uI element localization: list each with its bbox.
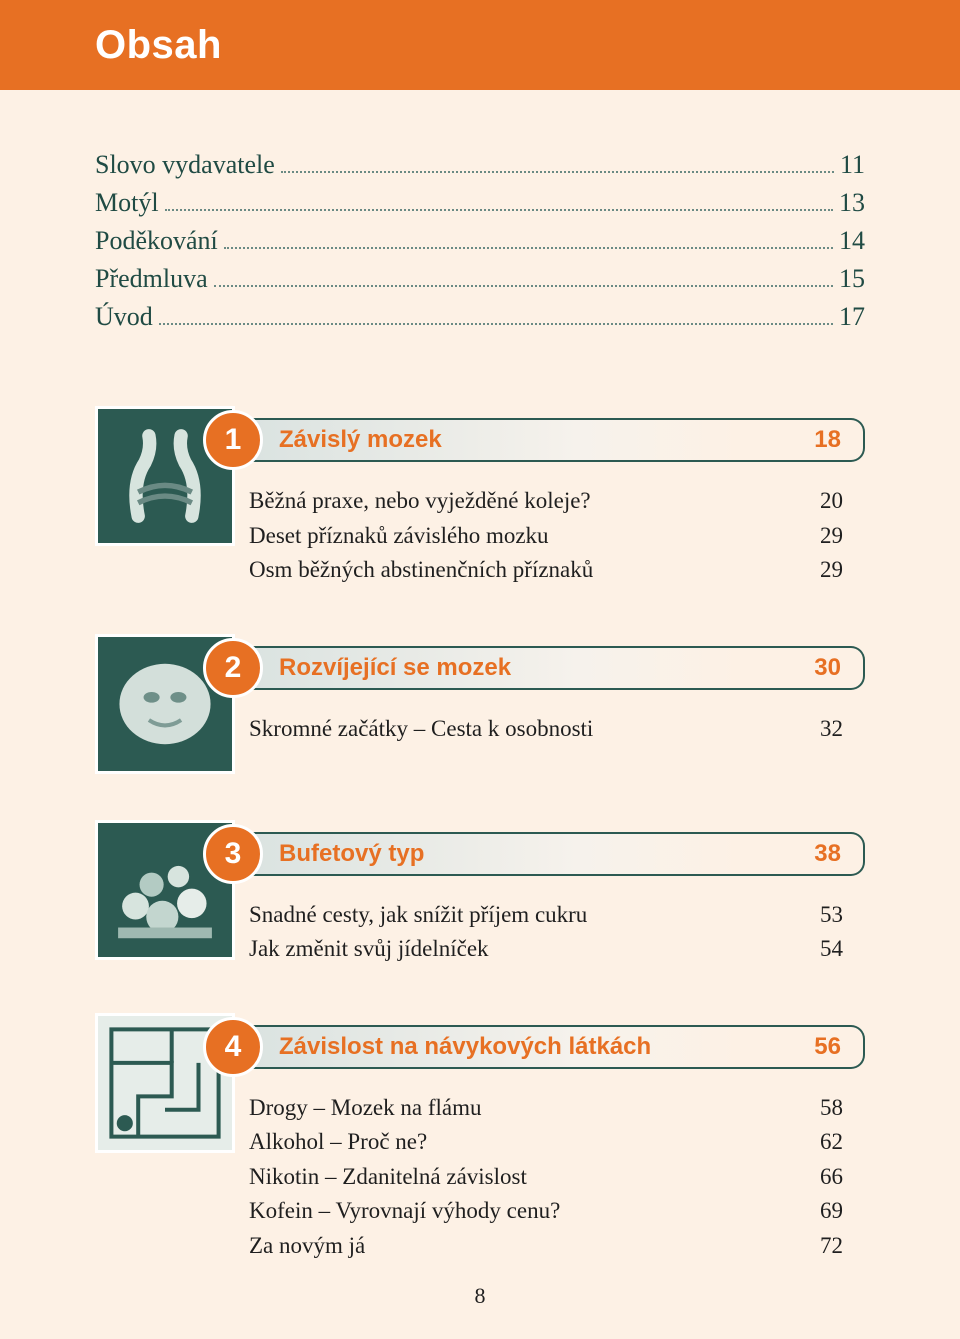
- sub-label: Běžná praxe, nebo vyježděné koleje?: [249, 484, 591, 519]
- sub-page: 62: [820, 1125, 843, 1160]
- section-body: 2 Rozvíjející se mozek 30 Skromné začátk…: [203, 634, 865, 747]
- section-block: 2 Rozvíjející se mozek 30 Skromné začátk…: [95, 634, 865, 774]
- chapter-bar: Bufetový typ 38: [233, 832, 865, 876]
- sub-row: Osm běžných abstinenčních příznaků 29: [249, 553, 843, 588]
- section-block: 1 Závislý mozek 18 Běžná praxe, nebo vyj…: [95, 406, 865, 588]
- sub-label: Kofein – Vyrovnají výhody cenu?: [249, 1194, 560, 1229]
- chapter-heading-row: 1 Závislý mozek 18: [203, 410, 865, 470]
- sub-page: 29: [820, 519, 843, 554]
- toc-row: Poděkování 14: [95, 226, 865, 256]
- sub-page: 66: [820, 1160, 843, 1195]
- chapter-title: Bufetový typ: [279, 840, 424, 868]
- chapter-page: 18: [814, 426, 841, 454]
- sub-label: Nikotin – Zdanitelná závislost: [249, 1160, 527, 1195]
- toc-dots: [224, 247, 833, 249]
- chapter-sublist: Snadné cesty, jak snížit příjem cukru 53…: [203, 898, 865, 967]
- chapter-page: 56: [814, 1033, 841, 1061]
- chapter-bar: Závislý mozek 18: [233, 418, 865, 462]
- sub-label: Jak změnit svůj jídelníček: [249, 932, 489, 967]
- toc-dots: [159, 323, 833, 325]
- chapter-number: 1: [225, 423, 242, 457]
- sub-label: Skromné začátky – Cesta k osobnosti: [249, 712, 593, 747]
- page-number: 8: [0, 1283, 960, 1309]
- top-toc: Slovo vydavatele 11 Motýl 13 Poděkování …: [0, 90, 960, 350]
- section-body: 4 Závislost na návykových látkách 56 Dro…: [203, 1013, 865, 1264]
- sub-row: Skromné začátky – Cesta k osobnosti 32: [249, 712, 843, 747]
- toc-label: Úvod: [95, 302, 153, 332]
- sub-page: 72: [820, 1229, 843, 1264]
- sub-page: 69: [820, 1194, 843, 1229]
- chapter-bar: Rozvíjející se mozek 30: [233, 646, 865, 690]
- sub-label: Deset příznaků závislého mozku: [249, 519, 549, 554]
- toc-dots: [165, 209, 833, 211]
- chapter-title: Rozvíjející se mozek: [279, 654, 511, 682]
- sub-label: Alkohol – Proč ne?: [249, 1125, 427, 1160]
- sub-page: 20: [820, 484, 843, 519]
- chapter-heading-row: 2 Rozvíjející se mozek 30: [203, 638, 865, 698]
- chapter-sublist: Běžná praxe, nebo vyježděné koleje? 20 D…: [203, 484, 865, 588]
- toc-page: 17: [839, 302, 865, 332]
- sub-page: 29: [820, 553, 843, 588]
- sub-page: 58: [820, 1091, 843, 1126]
- chapter-sublist: Skromné začátky – Cesta k osobnosti 32: [203, 712, 865, 747]
- chapter-bar: Závislost na návykových látkách 56: [233, 1025, 865, 1069]
- sub-label: Snadné cesty, jak snížit příjem cukru: [249, 898, 587, 933]
- chapter-heading-row: 3 Bufetový typ 38: [203, 824, 865, 884]
- chapter-title: Závislost na návykových látkách: [279, 1033, 651, 1061]
- toc-row: Předmluva 15: [95, 264, 865, 294]
- header-title: Obsah: [95, 23, 222, 68]
- sections: 1 Závislý mozek 18 Běžná praxe, nebo vyj…: [0, 350, 960, 1263]
- chapter-number: 4: [225, 1030, 242, 1064]
- chapter-title: Závislý mozek: [279, 426, 442, 454]
- chapter-page: 38: [814, 840, 841, 868]
- toc-dots: [281, 171, 834, 173]
- chapter-badge: 4: [203, 1017, 263, 1077]
- header-bar: Obsah: [0, 0, 960, 90]
- sub-label: Osm běžných abstinenčních příznaků: [249, 553, 593, 588]
- chapter-number: 2: [225, 651, 242, 685]
- toc-page: 14: [839, 226, 865, 256]
- toc-row: Motýl 13: [95, 188, 865, 218]
- sub-row: Alkohol – Proč ne? 62: [249, 1125, 843, 1160]
- sub-label: Za novým já: [249, 1229, 365, 1264]
- toc-row: Slovo vydavatele 11: [95, 150, 865, 180]
- chapter-badge: 3: [203, 824, 263, 884]
- chapter-heading-row: 4 Závislost na návykových látkách 56: [203, 1017, 865, 1077]
- sub-label: Drogy – Mozek na flámu: [249, 1091, 482, 1126]
- sub-row: Drogy – Mozek na flámu 58: [249, 1091, 843, 1126]
- toc-page: 15: [839, 264, 865, 294]
- chapter-badge: 1: [203, 410, 263, 470]
- chapter-sublist: Drogy – Mozek na flámu 58 Alkohol – Proč…: [203, 1091, 865, 1264]
- sub-row: Nikotin – Zdanitelná závislost 66: [249, 1160, 843, 1195]
- section-body: 1 Závislý mozek 18 Běžná praxe, nebo vyj…: [203, 406, 865, 588]
- section-block: 3 Bufetový typ 38 Snadné cesty, jak sníž…: [95, 820, 865, 967]
- section-body: 3 Bufetový typ 38 Snadné cesty, jak sníž…: [203, 820, 865, 967]
- toc-page: 11: [840, 150, 865, 180]
- sub-page: 54: [820, 932, 843, 967]
- sub-page: 53: [820, 898, 843, 933]
- section-block: 4 Závislost na návykových látkách 56 Dro…: [95, 1013, 865, 1264]
- toc-label: Motýl: [95, 188, 159, 218]
- chapter-number: 3: [225, 837, 242, 871]
- sub-row: Jak změnit svůj jídelníček 54: [249, 932, 843, 967]
- page-container: Obsah Slovo vydavatele 11 Motýl 13 Poděk…: [0, 0, 960, 1339]
- toc-label: Slovo vydavatele: [95, 150, 275, 180]
- sub-row: Deset příznaků závislého mozku 29: [249, 519, 843, 554]
- chapter-badge: 2: [203, 638, 263, 698]
- sub-row: Za novým já 72: [249, 1229, 843, 1264]
- toc-page: 13: [839, 188, 865, 218]
- toc-label: Poděkování: [95, 226, 218, 256]
- chapter-page: 30: [814, 654, 841, 682]
- toc-label: Předmluva: [95, 264, 208, 294]
- toc-dots: [214, 285, 833, 287]
- toc-row: Úvod 17: [95, 302, 865, 332]
- sub-row: Kofein – Vyrovnají výhody cenu? 69: [249, 1194, 843, 1229]
- sub-page: 32: [820, 712, 843, 747]
- sub-row: Snadné cesty, jak snížit příjem cukru 53: [249, 898, 843, 933]
- sub-row: Běžná praxe, nebo vyježděné koleje? 20: [249, 484, 843, 519]
